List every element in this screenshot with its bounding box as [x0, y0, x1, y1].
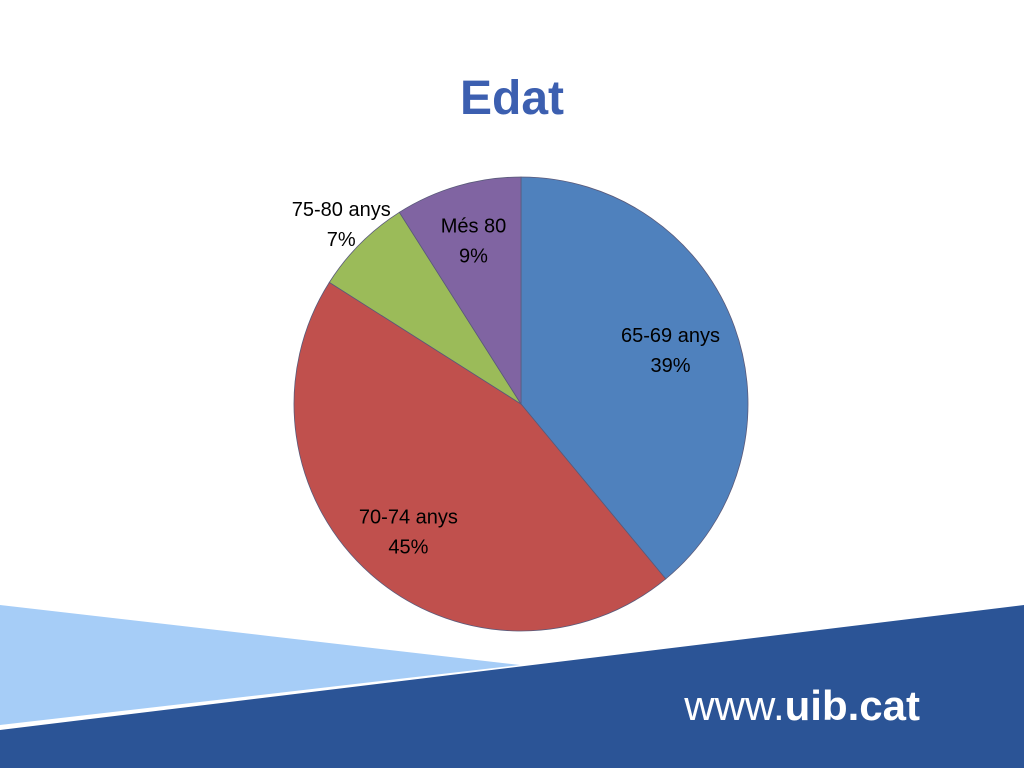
footer-prefix: www. — [683, 682, 784, 729]
footer-brand: uib.cat — [785, 682, 920, 729]
slice-label: 65-69 anys — [621, 325, 720, 347]
pie: 65-69 anys 39% 70-74 anys 45% 75-80 anys 7% Mé… — [292, 176, 749, 632]
decor-light — [0, 605, 520, 725]
value-label: 7% — [327, 229, 356, 251]
pie-slice — [398, 176, 522, 406]
slice-label: 75-80 anys — [292, 199, 391, 221]
decor-dark — [0, 605, 1024, 768]
slice-label: 70-74 anys — [359, 507, 458, 529]
chart-title: Edat — [460, 72, 564, 125]
pie-slice — [520, 176, 749, 580]
value-label: 45% — [388, 537, 428, 559]
pie-slice — [293, 281, 667, 632]
value-label: 9% — [459, 246, 488, 268]
slice-label: Més 80 — [441, 216, 507, 238]
value-label: 39% — [650, 355, 690, 377]
footer-url: www.uib.cat — [683, 682, 920, 729]
